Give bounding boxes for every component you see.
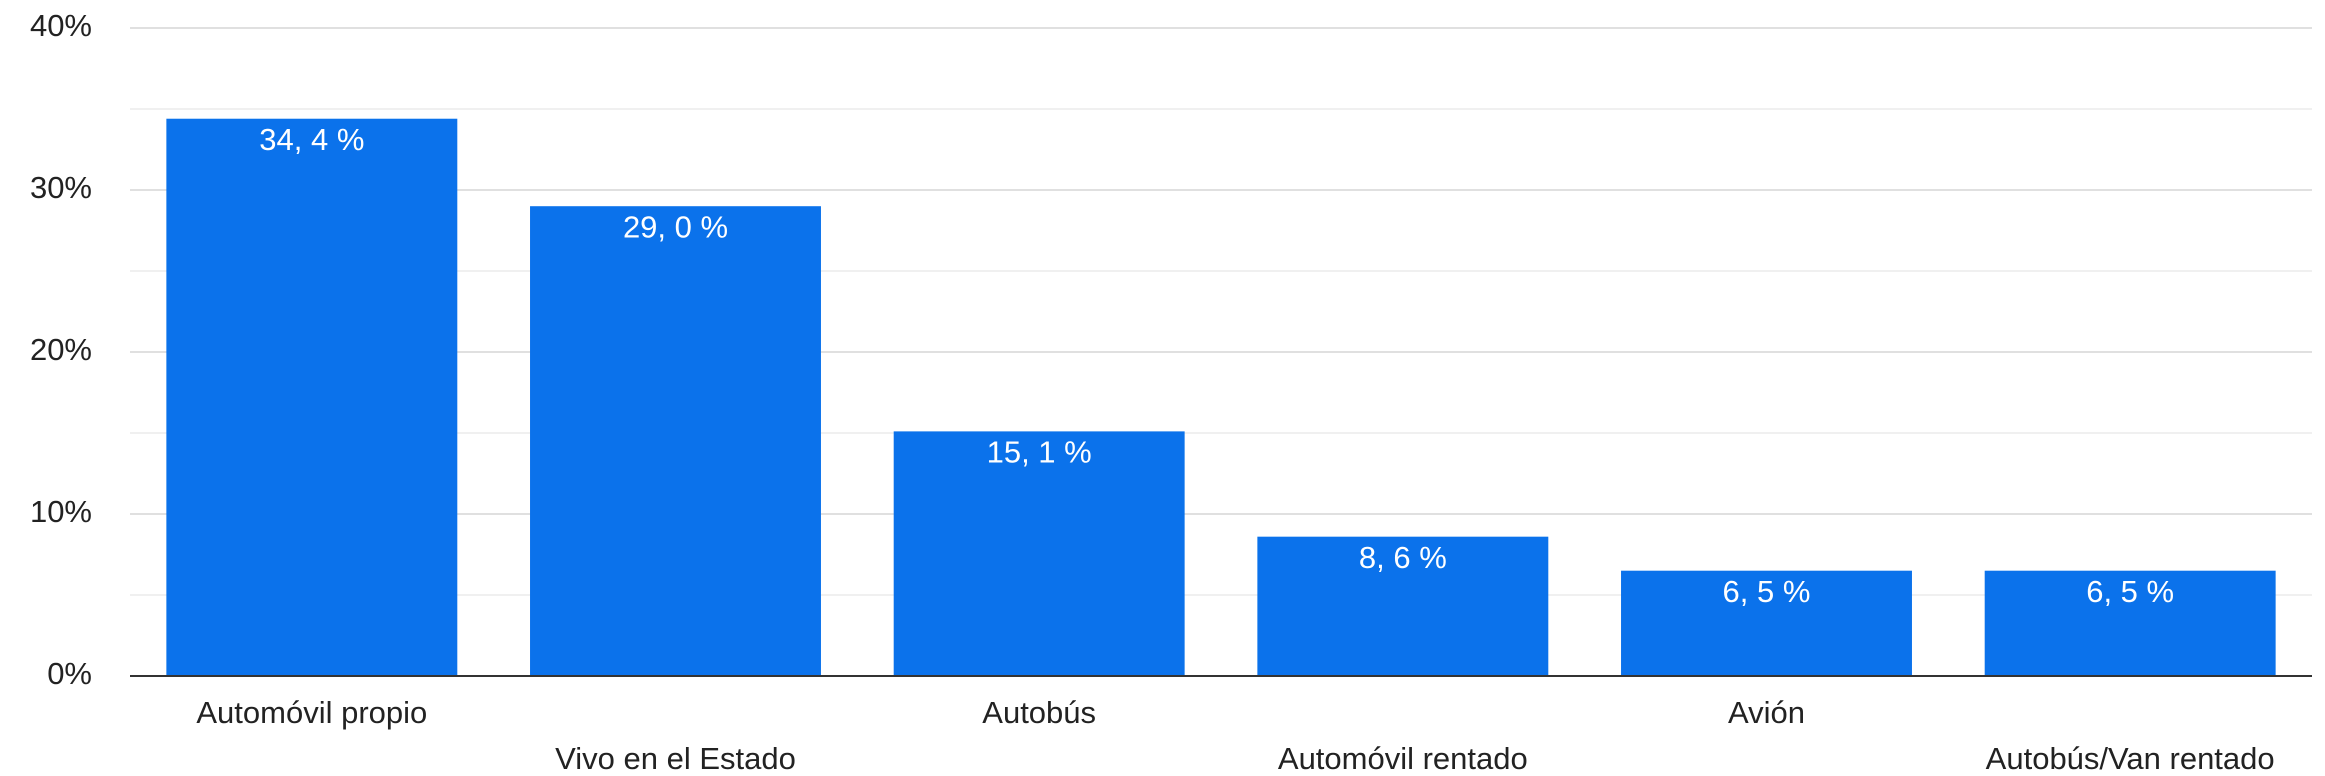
- value-label: 6, 5 %: [2086, 574, 2174, 609]
- x-tick-label: Automóvil rentado: [1278, 741, 1528, 776]
- bar: [1257, 536, 1549, 676]
- bar: [893, 431, 1185, 676]
- x-tick-label: Automóvil propio: [196, 695, 427, 730]
- y-tick-label: 30%: [30, 170, 92, 205]
- x-tick-label: Avión: [1728, 695, 1805, 730]
- bar: [530, 206, 821, 676]
- y-tick-label: 20%: [30, 332, 92, 367]
- y-tick-label: 40%: [30, 8, 92, 43]
- value-label: 34, 4 %: [259, 122, 364, 157]
- bar: [166, 118, 458, 677]
- y-tick-label: 10%: [30, 494, 92, 529]
- x-tick-label: Autobús: [982, 695, 1096, 730]
- x-tick-label: Autobús/Van rentado: [1986, 741, 2275, 776]
- x-tick-label: Vivo en el Estado: [555, 741, 796, 776]
- bar: [1984, 570, 2276, 676]
- value-label: 6, 5 %: [1723, 574, 1811, 609]
- value-label: 8, 6 %: [1359, 540, 1447, 575]
- bar: [1621, 570, 1912, 676]
- value-label: 15, 1 %: [987, 435, 1092, 470]
- value-label: 29, 0 %: [623, 209, 728, 244]
- y-tick-label: 0%: [47, 656, 92, 691]
